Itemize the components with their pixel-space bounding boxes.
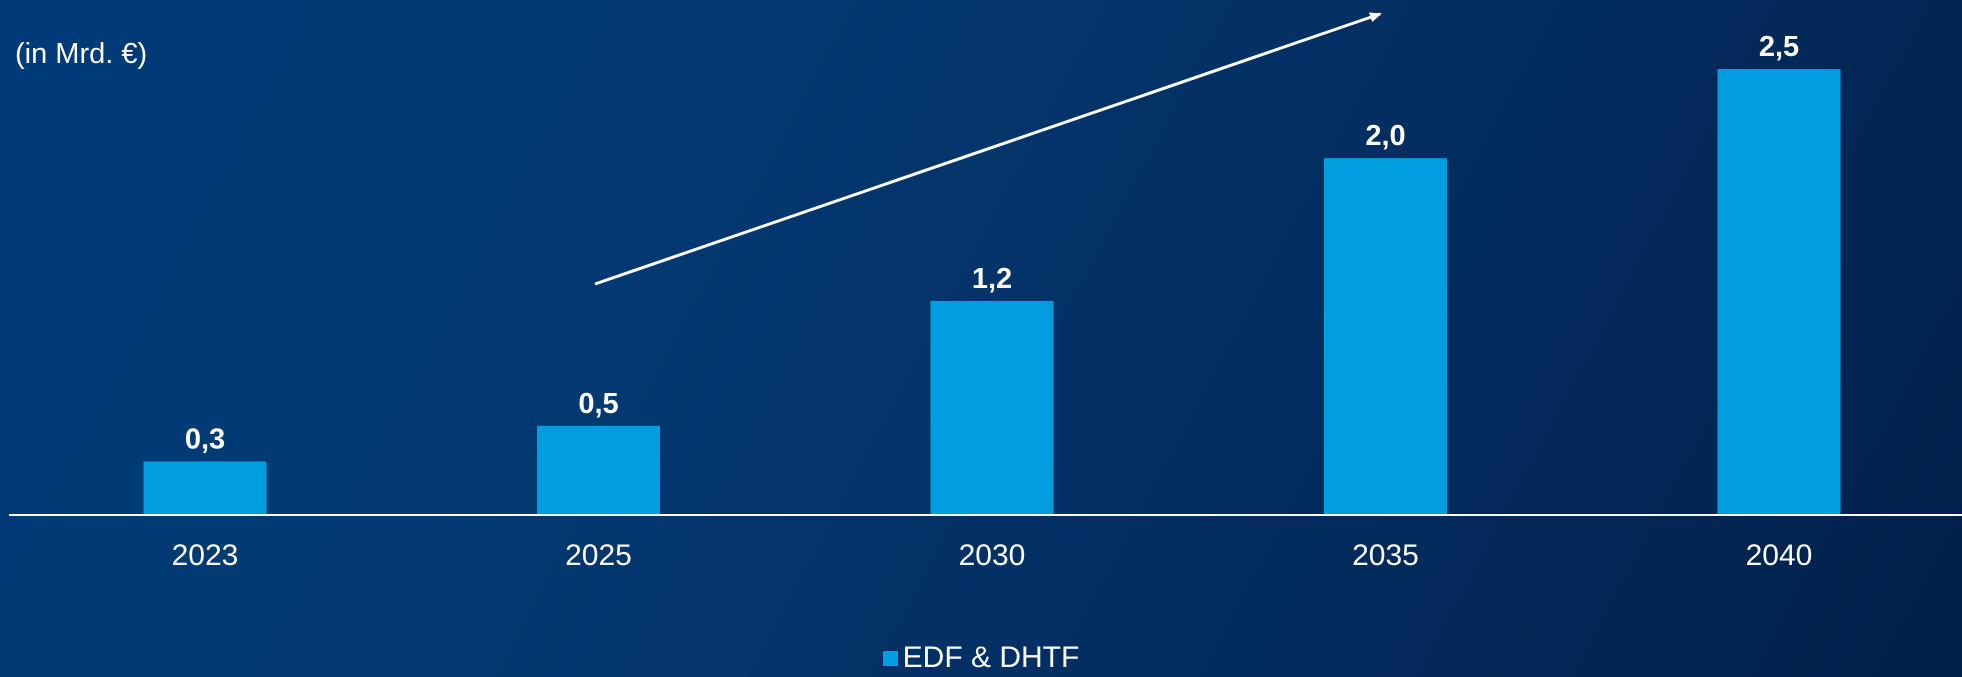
legend: EDF & DHTF xyxy=(0,643,1962,673)
legend-swatch xyxy=(882,650,898,666)
bar-2025 xyxy=(537,425,660,515)
category-label-2035: 2035 xyxy=(1352,539,1419,572)
bar-2023 xyxy=(143,461,267,515)
category-labels-group: 2023 2025 2030 2035 2040 xyxy=(172,539,1813,572)
legend-label: EDF & DHTF xyxy=(902,641,1080,674)
value-label-2040: 2,5 xyxy=(1759,31,1799,63)
value-labels-group: 0,3 0,5 1,2 2,0 2,5 xyxy=(185,31,1799,456)
value-label-2030: 1,2 xyxy=(972,263,1012,295)
bar-2040 xyxy=(1717,69,1841,515)
category-label-2025: 2025 xyxy=(565,539,632,572)
bar-2030 xyxy=(930,300,1054,515)
bars-group xyxy=(143,69,1841,515)
unit-label: (in Mrd. €) xyxy=(15,38,148,70)
value-label-2023: 0,3 xyxy=(185,424,225,456)
value-label-2035: 2,0 xyxy=(1365,120,1405,152)
category-label-2023: 2023 xyxy=(172,539,239,572)
category-label-2040: 2040 xyxy=(1746,539,1813,572)
trend-arrow xyxy=(594,12,1382,286)
value-label-2025: 0,5 xyxy=(578,388,618,420)
category-label-2030: 2030 xyxy=(959,539,1026,572)
bar-2035 xyxy=(1324,158,1447,515)
